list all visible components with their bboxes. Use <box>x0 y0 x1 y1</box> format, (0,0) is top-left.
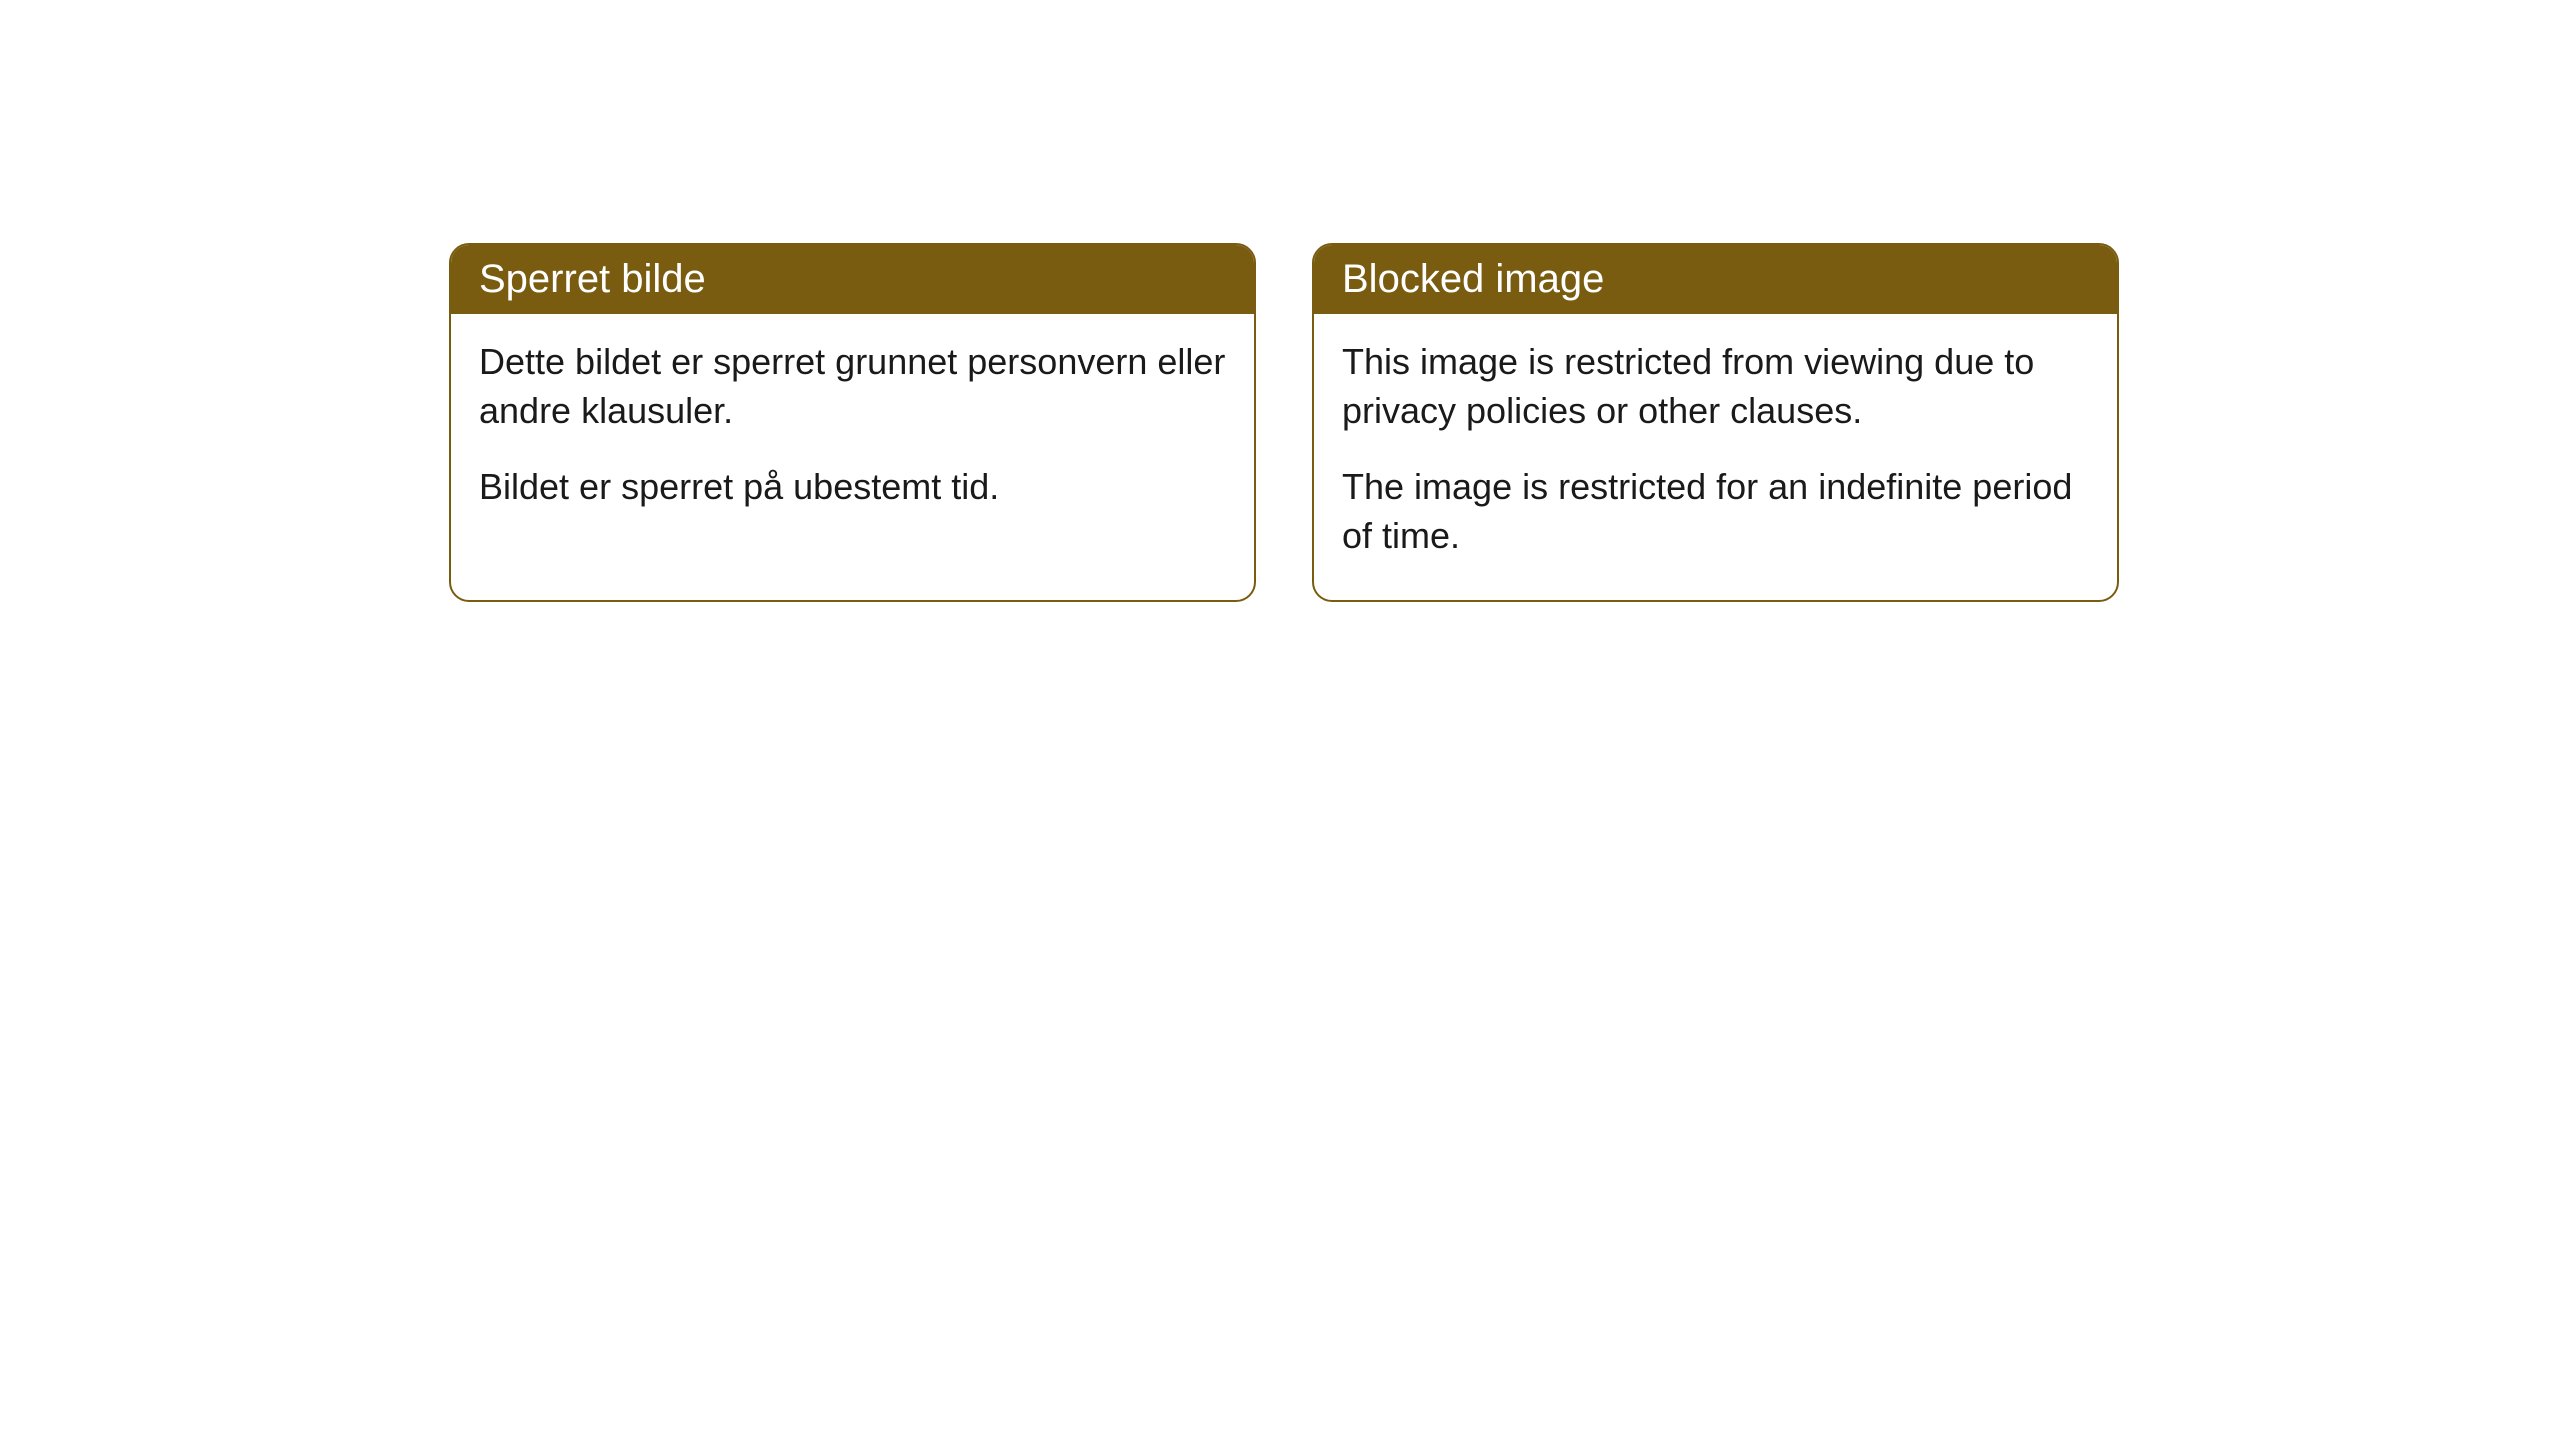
notice-text-line1: Dette bildet er sperret grunnet personve… <box>479 338 1226 435</box>
card-header: Sperret bilde <box>451 245 1254 314</box>
card-body: Dette bildet er sperret grunnet personve… <box>451 314 1254 552</box>
notice-text-line2: Bildet er sperret på ubestemt tid. <box>479 463 1226 512</box>
blocked-image-notice-no: Sperret bilde Dette bildet er sperret gr… <box>449 243 1256 602</box>
blocked-image-notice-en: Blocked image This image is restricted f… <box>1312 243 2119 602</box>
notice-container: Sperret bilde Dette bildet er sperret gr… <box>0 0 2560 602</box>
card-body: This image is restricted from viewing du… <box>1314 314 2117 600</box>
notice-text-line1: This image is restricted from viewing du… <box>1342 338 2089 435</box>
notice-text-line2: The image is restricted for an indefinit… <box>1342 463 2089 560</box>
card-header: Blocked image <box>1314 245 2117 314</box>
